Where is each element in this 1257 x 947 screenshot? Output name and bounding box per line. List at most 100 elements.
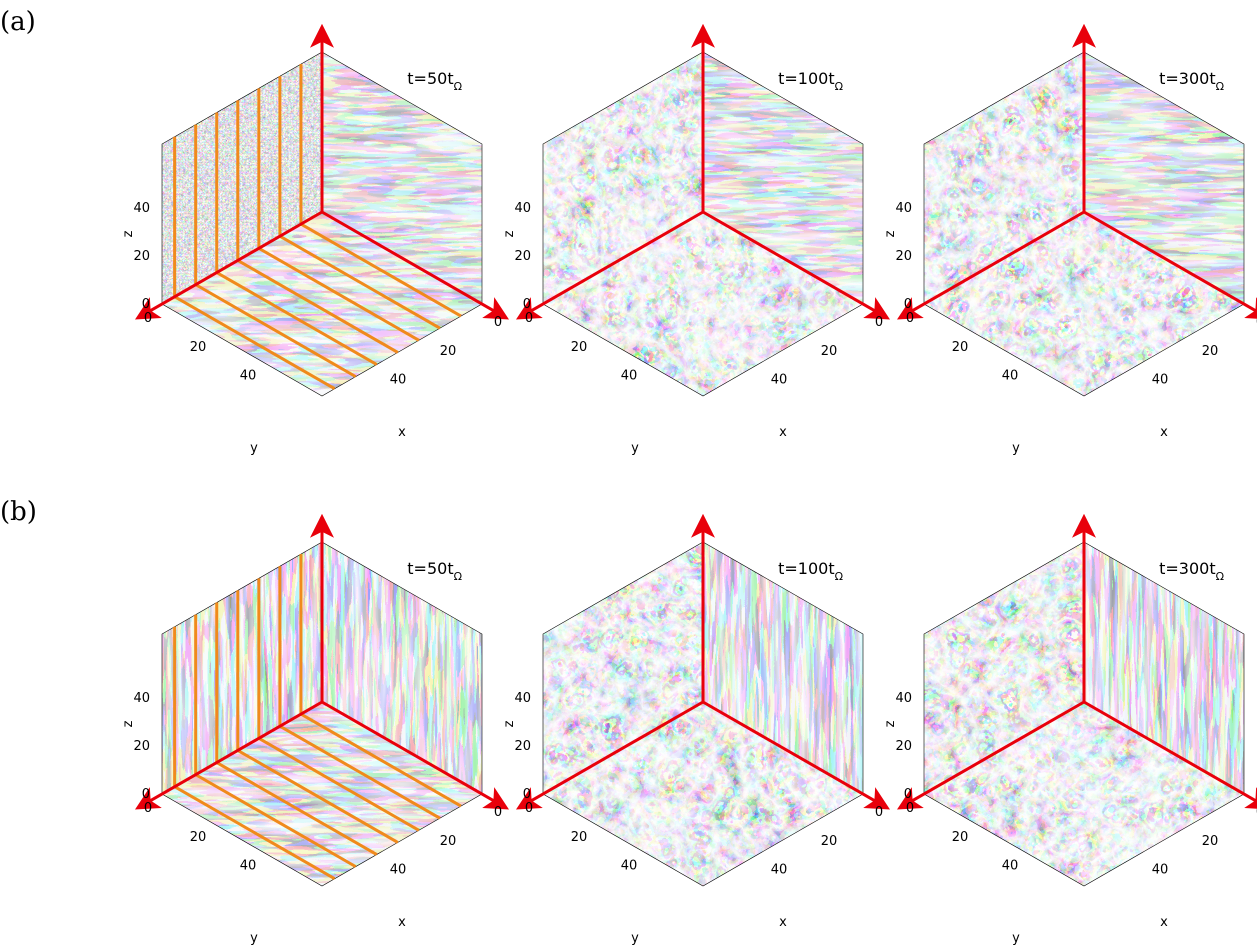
x-axis-label: x — [1160, 425, 1168, 440]
time-label: t=300tΩ — [1159, 69, 1224, 93]
y-tick-label: 40 — [240, 859, 257, 874]
cube-panel: 0 20 40 z 0 20 40 y 0 20 40 x t=300tΩ — [883, 513, 1257, 946]
axis-arrow-y — [134, 210, 323, 320]
y-tick-label: 20 — [190, 340, 207, 355]
z-tick-label: 40 — [133, 691, 150, 706]
z-tick-label: 0 — [523, 787, 531, 802]
axis-arrow-x — [1083, 210, 1257, 320]
cube-panel: 0 20 40 z 0 20 40 y 0 20 40 x t=300tΩ — [883, 23, 1257, 456]
z-tick-label: 0 — [142, 787, 150, 802]
axis-arrow-x — [702, 700, 891, 810]
y-axis-label: y — [250, 441, 258, 456]
cube-panel: 0 20 40 z 0 20 40 y 0 20 40 x t=100tΩ — [502, 23, 891, 456]
z-tick-label: 40 — [514, 691, 531, 706]
z-tick-label: 20 — [133, 739, 150, 754]
axis-arrow-x — [702, 210, 891, 320]
x-tick-label: 0 — [875, 315, 883, 330]
cube-panel: 0 20 40 z 0 20 40 y 0 20 40 x t=50tΩ — [121, 23, 510, 456]
time-label: t=50tΩ — [407, 559, 462, 583]
x-tick-label: 20 — [440, 834, 457, 849]
z-tick-label: 40 — [514, 201, 531, 216]
y-axis-label: y — [631, 441, 639, 456]
y-tick-label: 40 — [1002, 369, 1019, 384]
cube-panel: 0 20 40 z 0 20 40 y 0 20 40 x t=100tΩ — [502, 513, 891, 946]
x-tick-label: 20 — [1202, 834, 1219, 849]
z-tick-label: 0 — [904, 787, 912, 802]
y-tick-label: 20 — [571, 340, 588, 355]
z-tick-label: 0 — [142, 297, 150, 312]
axis-arrow-y — [896, 210, 1085, 320]
y-tick-label: 0 — [906, 801, 914, 816]
time-label: t=50tΩ — [407, 69, 462, 93]
y-tick-label: 40 — [1002, 859, 1019, 874]
axis-arrow-y — [896, 700, 1085, 810]
y-tick-label: 20 — [190, 830, 207, 845]
x-tick-label: 20 — [440, 344, 457, 359]
z-axis-label: z — [121, 720, 136, 727]
time-label: t=300tΩ — [1159, 559, 1224, 583]
y-tick-label: 40 — [621, 369, 638, 384]
z-axis-label: z — [883, 720, 898, 727]
y-tick-label: 40 — [621, 859, 638, 874]
z-tick-label: 40 — [895, 691, 912, 706]
x-axis-label: x — [779, 425, 787, 440]
y-tick-label: 20 — [571, 830, 588, 845]
y-tick-label: 0 — [144, 311, 152, 326]
row-label: (b) — [0, 497, 37, 527]
axis-arrow-y — [515, 210, 704, 320]
y-axis-label: y — [1012, 931, 1020, 946]
x-tick-label: 40 — [390, 373, 407, 388]
x-tick-label: 0 — [494, 805, 502, 820]
z-tick-label: 20 — [895, 249, 912, 264]
x-axis-label: x — [1160, 915, 1168, 930]
y-tick-label: 20 — [952, 830, 969, 845]
cube-panel: 0 20 40 z 0 20 40 y 0 20 40 x t=50tΩ — [121, 513, 510, 946]
x-tick-label: 0 — [1256, 315, 1257, 330]
y-tick-label: 0 — [906, 311, 914, 326]
z-tick-label: 0 — [523, 297, 531, 312]
x-tick-label: 40 — [1152, 863, 1169, 878]
z-tick-label: 40 — [895, 201, 912, 216]
axis-arrow-x — [1083, 700, 1257, 810]
y-tick-label: 0 — [144, 801, 152, 816]
axis-arrow-x — [321, 210, 510, 320]
x-axis-label: x — [398, 425, 406, 440]
x-tick-label: 40 — [771, 863, 788, 878]
y-axis-label: y — [631, 931, 639, 946]
y-tick-label: 20 — [952, 340, 969, 355]
x-tick-label: 20 — [1202, 344, 1219, 359]
x-tick-label: 20 — [821, 834, 838, 849]
y-tick-label: 0 — [525, 801, 533, 816]
z-tick-label: 40 — [133, 201, 150, 216]
x-tick-label: 20 — [821, 344, 838, 359]
z-axis-label: z — [121, 230, 136, 237]
time-label: t=100tΩ — [778, 559, 843, 583]
z-tick-label: 20 — [133, 249, 150, 264]
axis-arrow-y — [134, 700, 323, 810]
x-tick-label: 0 — [875, 805, 883, 820]
z-axis-label: z — [502, 720, 517, 727]
z-tick-label: 20 — [514, 249, 531, 264]
z-axis-label: z — [502, 230, 517, 237]
y-axis-label: y — [1012, 441, 1020, 456]
x-axis-label: x — [398, 915, 406, 930]
z-tick-label: 0 — [904, 297, 912, 312]
axis-arrow-y — [515, 700, 704, 810]
x-axis-label: x — [779, 915, 787, 930]
y-axis-label: y — [250, 931, 258, 946]
stripe-overlay — [173, 64, 462, 391]
z-axis-label: z — [883, 230, 898, 237]
axis-arrow-x — [321, 700, 510, 810]
z-tick-label: 20 — [895, 739, 912, 754]
x-tick-label: 40 — [1152, 373, 1169, 388]
row-label: (a) — [0, 7, 36, 37]
y-tick-label: 0 — [525, 311, 533, 326]
stripe-overlay — [173, 554, 462, 881]
y-tick-label: 40 — [240, 369, 257, 384]
z-tick-label: 20 — [514, 739, 531, 754]
x-tick-label: 0 — [494, 315, 502, 330]
x-tick-label: 0 — [1256, 805, 1257, 820]
x-tick-label: 40 — [390, 863, 407, 878]
time-label: t=100tΩ — [778, 69, 843, 93]
